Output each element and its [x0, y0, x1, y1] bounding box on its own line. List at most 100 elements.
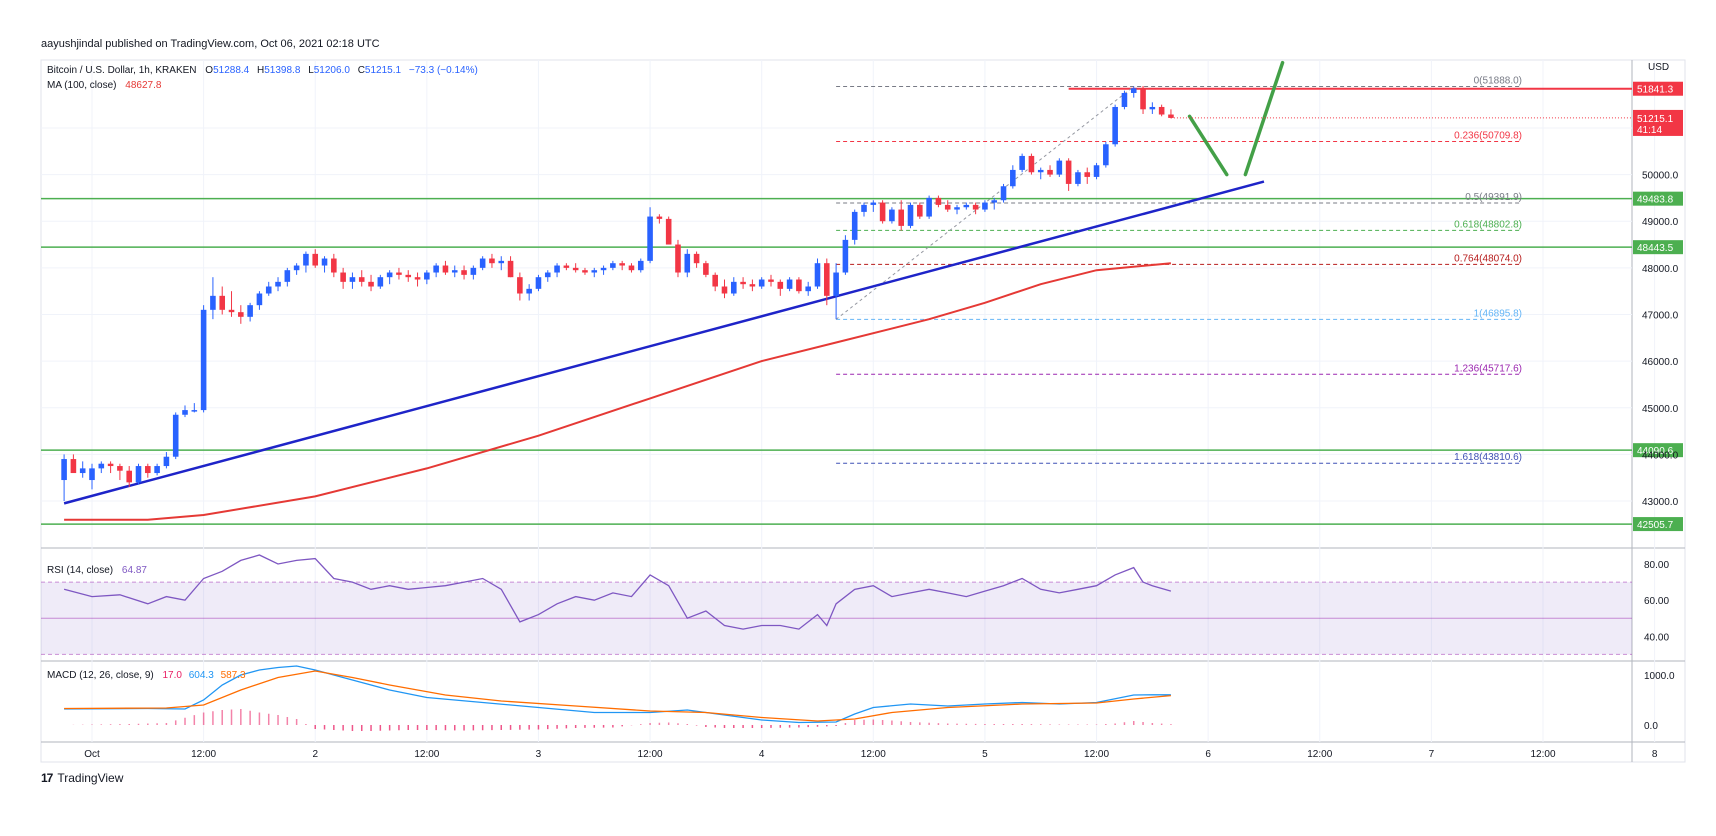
macd-line — [64, 665, 1171, 724]
candle-body — [507, 260, 514, 278]
candle-body — [470, 267, 477, 275]
time-tick-label: 8 — [1652, 749, 1658, 760]
candle-body — [526, 288, 532, 294]
close-value: 51215.1 — [365, 65, 402, 76]
close-label: C — [358, 65, 365, 76]
candle-body — [79, 468, 86, 474]
candle-body — [247, 305, 253, 317]
candle-body — [972, 204, 979, 210]
candle-body — [331, 258, 337, 273]
candle-body — [358, 277, 365, 282]
price-tick-label: 43000.0 — [1642, 497, 1679, 508]
candle-body — [907, 204, 914, 226]
macd-pane[interactable] — [64, 665, 1172, 731]
currency-label: USD — [1648, 62, 1669, 73]
candle-body — [293, 265, 300, 271]
rsi-pane[interactable] — [41, 554, 1632, 655]
high-value: 51398.8 — [264, 65, 301, 76]
candle-body — [210, 295, 216, 310]
candle-body — [414, 277, 421, 280]
candle-body — [758, 279, 765, 287]
time-tick-label: Oct — [84, 749, 100, 760]
fib-level-label: 0.618(48802.8) — [1454, 219, 1522, 230]
candle-body — [275, 281, 281, 287]
candle-body — [349, 277, 356, 282]
candle-body — [265, 286, 272, 294]
candle-body — [796, 279, 802, 292]
time-tick-label: 3 — [536, 749, 542, 760]
candle-body — [600, 267, 607, 271]
current-price-label: 51215.1 — [1637, 114, 1674, 125]
time-tick-label: 12:00 — [414, 749, 439, 760]
time-tick-label: 4 — [759, 749, 765, 760]
trendline[interactable] — [63, 180, 1265, 505]
candle-body — [1065, 160, 1072, 184]
ma-title: MA (100, close) — [47, 80, 116, 91]
candle-body — [712, 274, 718, 287]
price-tick-label: 44000.0 — [1642, 450, 1679, 461]
tradingview-brand: TradingView — [57, 771, 124, 785]
price-tick-label: 46000.0 — [1642, 357, 1679, 368]
candle-body — [786, 279, 793, 289]
candle-body — [1019, 155, 1025, 170]
candle-body — [107, 463, 114, 467]
candle-body — [805, 286, 811, 292]
candle-body — [749, 284, 756, 287]
change-value: −73.3 (−0.14%) — [409, 65, 478, 76]
time-tick-label: 12:00 — [861, 749, 886, 760]
tradingview-logo[interactable]: 17 TradingView — [41, 771, 123, 785]
candle-body — [879, 202, 886, 222]
candle-body — [833, 272, 839, 296]
time-tick-label: 12:00 — [1307, 749, 1332, 760]
publisher-line: aayushjindal published on TradingView.co… — [41, 38, 380, 50]
level-price-label: 44090.6 — [1637, 446, 1674, 457]
chart-frame — [40, 59, 1686, 763]
candle-body — [535, 277, 542, 289]
macd-title: MACD (12, 26, close, 9) — [47, 670, 154, 681]
macd-tick-label: 0.0 — [1644, 721, 1658, 732]
candle-body — [861, 204, 867, 212]
rsi-title: RSI (14, close) — [47, 565, 113, 576]
candle-body — [889, 209, 895, 222]
tradingview-logo-icon: 17 — [41, 771, 53, 785]
candle-body — [1000, 186, 1007, 201]
candle-body — [637, 260, 644, 271]
candle-body — [582, 270, 588, 273]
high-label: H — [257, 65, 264, 76]
fib-level-label: 0(51888.0) — [1474, 76, 1522, 87]
candle-body — [200, 309, 207, 411]
candle-body — [424, 272, 430, 280]
candle-body — [386, 272, 393, 278]
projection-arrow — [1187, 114, 1229, 177]
level-price-label: 49483.8 — [1637, 195, 1674, 206]
candle-body — [498, 260, 505, 264]
candle-body — [628, 265, 635, 271]
time-tick-label: 12:00 — [1084, 749, 1109, 760]
candle-body — [163, 456, 170, 467]
macd-line-value: 604.3 — [189, 670, 214, 681]
candle-body — [935, 197, 942, 205]
candle-body — [1037, 169, 1044, 173]
price-tick-label: 45000.0 — [1642, 404, 1679, 415]
candle-body — [321, 258, 328, 266]
candle-body — [303, 253, 309, 266]
time-tick-label: 12:00 — [191, 749, 216, 760]
candle-body — [1047, 169, 1053, 175]
candle-body — [656, 216, 663, 219]
level-price-tag — [1633, 240, 1683, 255]
candle-body — [842, 239, 849, 273]
outer-frame — [40, 59, 1686, 763]
price-pane[interactable]: 0(51888.0) 0.236(50709.8) 0.5(49391.9) 0.61… — [41, 60, 1632, 525]
candle-body — [1103, 144, 1109, 166]
rsi-legend: RSI (14, close) 64.87 — [47, 565, 147, 576]
candle-body — [89, 468, 95, 481]
level-price-tag — [1633, 517, 1683, 532]
candle-body — [154, 466, 160, 474]
low-value: 51206.0 — [314, 65, 351, 76]
projection-arrow — [1243, 60, 1285, 177]
candle-body — [1075, 172, 1081, 184]
candle-body — [1140, 88, 1146, 110]
candle-body — [1028, 155, 1035, 173]
candle-body — [517, 277, 523, 294]
